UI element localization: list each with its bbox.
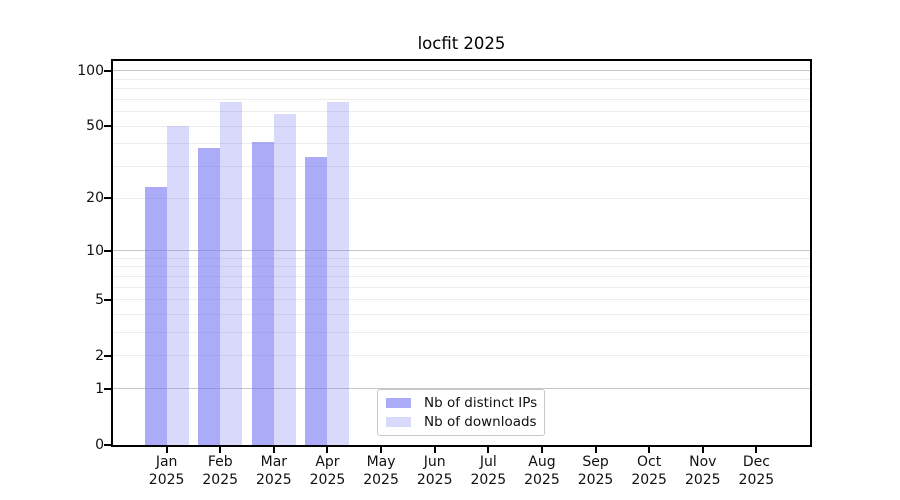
x-tick-label: Aug 2025 [524,454,560,488]
y-tick-label: 2 [95,347,104,364]
gridline-major [113,388,810,390]
gridline [113,78,810,80]
gridline [113,257,810,259]
x-tick-label: Jun 2025 [416,454,453,488]
y-tick-label: 10 [86,242,104,259]
gridline [113,275,810,277]
gridline [113,299,810,301]
chart-title: locfit 2025 [417,34,506,53]
bar-nb-of-downloads [273,114,296,445]
x-tick-label: Mar 2025 [256,454,292,488]
legend-swatch-distinct-ips [386,398,411,408]
gridline [113,355,810,357]
legend-label-distinct-ips: Nb of distinct IPs [424,394,538,411]
x-tick-mark [272,447,275,453]
y-tick-label: 0 [95,437,104,453]
x-tick-mark [755,447,758,453]
legend-swatch-downloads [386,417,411,427]
y-tick-mark [104,197,111,200]
x-tick-mark [648,447,651,453]
gridline [113,143,810,145]
gridline [113,111,810,113]
bar-nb-of-distinct-ips [305,156,328,445]
y-tick-mark [104,69,111,72]
legend-label-downloads: Nb of downloads [424,413,537,430]
y-tick-mark [104,444,111,446]
y-tick-mark [104,249,111,252]
bar-nb-of-distinct-ips [251,141,274,445]
gridline [113,98,810,100]
gridline [113,125,810,127]
legend: Nb of distinct IPs Nb of downloads [377,389,545,436]
plot-area [111,59,812,447]
y-tick-label: 20 [86,190,104,207]
gridline [113,166,810,168]
gridline-major [113,250,810,252]
x-tick-label: Oct 2025 [631,454,667,488]
y-tick-label: 5 [95,291,104,308]
x-tick-mark [219,447,222,453]
x-tick-label: Jul 2025 [470,454,507,488]
x-tick-mark [487,447,490,453]
x-tick-label: Jan 2025 [148,454,185,488]
bar-nb-of-distinct-ips [198,147,221,445]
x-tick-mark [433,447,436,453]
x-tick-mark [701,447,704,453]
bar-nb-of-downloads [220,101,243,445]
y-tick-mark [104,298,111,301]
y-tick-label: 1 [95,380,104,397]
gridline [113,88,810,90]
y-tick-label: 100 [77,62,104,79]
y-tick-mark [104,125,111,128]
gridline [113,314,810,315]
bar-nb-of-downloads [327,101,350,445]
x-tick-label: Feb 2025 [202,454,239,488]
x-tick-label: Nov 2025 [684,454,721,488]
legend-item-downloads: Nb of downloads [386,413,537,430]
bar-nb-of-distinct-ips [144,187,167,445]
gridline-major [113,70,810,72]
x-tick-mark [165,447,168,453]
x-tick-label: Apr 2025 [309,454,346,488]
legend-item-distinct-ips: Nb of distinct IPs [386,394,538,411]
x-tick-label: May 2025 [363,454,399,488]
x-tick-mark [540,447,543,453]
x-tick-mark [594,447,597,453]
y-tick-mark [104,387,111,390]
gridline [113,332,810,334]
x-tick-mark [326,447,329,453]
x-tick-label: Sep 2025 [577,454,614,488]
y-tick-mark [104,354,111,357]
gridline [113,286,810,288]
gridline [113,197,810,199]
gridline [113,266,810,268]
y-tick-label: 50 [86,118,104,135]
bar-nb-of-downloads [166,126,189,445]
x-tick-label: Dec 2025 [738,454,775,488]
x-tick-mark [380,447,383,453]
